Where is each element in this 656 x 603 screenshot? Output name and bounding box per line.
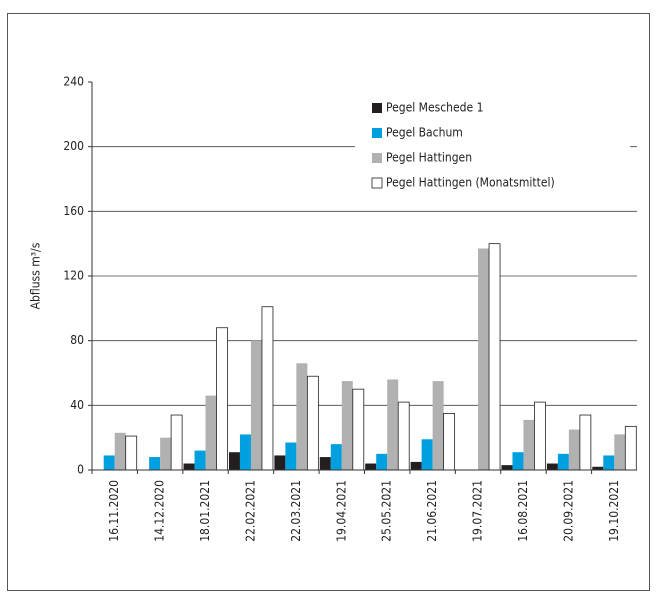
- x-tick-label: 18.01.2021: [198, 480, 212, 542]
- x-tick-label: 19.04.2021: [334, 480, 348, 542]
- x-tick-label: 16.11.2020: [107, 480, 121, 542]
- x-tick-label: 19.10.2021: [607, 480, 621, 542]
- x-tick-label: 25.05.2021: [380, 480, 394, 542]
- legend-swatch: [372, 153, 382, 163]
- bar: [523, 419, 535, 470]
- x-tick-label: 14.12.2020: [153, 480, 167, 542]
- bar: [478, 248, 490, 470]
- legend-label: Pegel Bachum: [386, 126, 463, 140]
- x-tick-label: 19.07.2021: [471, 480, 485, 542]
- bar: [387, 379, 399, 470]
- bar: [125, 435, 138, 471]
- bar: [397, 401, 410, 471]
- y-tick-label: 80: [70, 333, 84, 347]
- bar: [443, 413, 456, 471]
- legend-label: Pegel Hattingen: [386, 151, 472, 165]
- bar: [114, 432, 126, 470]
- bar: [421, 439, 433, 470]
- bar: [306, 375, 319, 471]
- bar: [557, 453, 569, 470]
- y-tick-label: 120: [63, 269, 84, 283]
- bar: [205, 395, 217, 470]
- legend-box: [355, 96, 630, 208]
- bar: [546, 463, 558, 470]
- bar: [512, 452, 524, 470]
- bar: [488, 243, 501, 471]
- x-tick-label: 22.02.2021: [243, 480, 257, 542]
- bar: [274, 455, 286, 470]
- y-axis-label: Abfluss m³/s: [29, 242, 43, 309]
- x-tick-label: 22.03.2021: [289, 480, 303, 542]
- bar: [341, 381, 353, 470]
- bar: [410, 461, 422, 470]
- bar: [376, 453, 388, 470]
- x-tick-label: 21.06.2021: [425, 480, 439, 542]
- legend-label: Pegel Meschede 1: [386, 101, 483, 115]
- x-tick-label: 20.09.2021: [561, 480, 575, 542]
- x-tick-label: 16.08.2021: [516, 480, 530, 542]
- bar: [183, 463, 195, 470]
- bar: [614, 434, 626, 470]
- legend-swatch: [372, 128, 382, 138]
- bar: [160, 437, 172, 470]
- bar: [432, 381, 444, 470]
- y-tick-label: 200: [63, 139, 84, 153]
- bar: [330, 444, 342, 470]
- bar: [103, 455, 115, 470]
- bar: [579, 414, 592, 471]
- y-tick-label: 0: [77, 463, 84, 477]
- bar: [365, 463, 377, 470]
- bar: [624, 425, 637, 471]
- bar: [170, 414, 183, 471]
- bar: [568, 429, 580, 470]
- bar: [194, 450, 206, 470]
- y-tick-label: 40: [70, 398, 84, 412]
- bar: [149, 457, 161, 470]
- bar: [319, 457, 331, 470]
- bar: [261, 306, 274, 471]
- bar: [216, 327, 228, 471]
- legend-swatch: [372, 103, 382, 113]
- bar: [592, 466, 604, 470]
- bar: [296, 363, 308, 470]
- bar: [501, 465, 513, 470]
- bar: [534, 401, 546, 471]
- y-tick-label: 240: [63, 75, 84, 89]
- bar: [250, 340, 262, 470]
- bar: [228, 452, 240, 470]
- bar: [352, 388, 365, 471]
- bar: [239, 434, 251, 470]
- legend-label: Pegel Hattingen (Monatsmittel): [386, 176, 555, 190]
- legend-swatch: [371, 177, 383, 189]
- bar: [603, 455, 615, 470]
- y-tick-label: 160: [63, 204, 84, 218]
- bar: [285, 442, 297, 470]
